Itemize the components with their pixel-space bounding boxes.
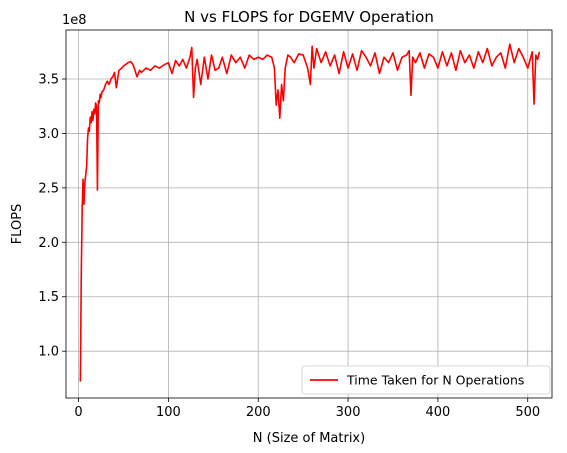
y-tick-label: 3.5	[38, 72, 59, 87]
y-tick-label: 2.0	[38, 236, 59, 251]
legend-box	[301, 365, 551, 395]
x-tick-label: 0	[74, 405, 82, 420]
y-offset-label: 1e8	[62, 13, 87, 28]
grid	[66, 30, 552, 398]
plot-frame	[65, 29, 553, 399]
x-tick-label: 500	[515, 405, 540, 420]
x-tick-label: 100	[156, 405, 181, 420]
y-tick-label: 3.0	[38, 127, 59, 142]
y-tick-label: 1.5	[38, 290, 59, 305]
y-tick-label: 1.0	[38, 345, 59, 360]
y-axis-label: FLOPS	[10, 204, 25, 245]
legend: Time Taken for N Operations	[301, 365, 551, 395]
y-tick-label: 2.5	[38, 181, 59, 196]
x-tick-label: 200	[246, 405, 271, 420]
series-line	[79, 43, 541, 382]
x-tick-label: 400	[425, 405, 450, 420]
x-tick-label: 300	[336, 405, 361, 420]
ticks: 0 100 200 300 400 500 1.0 1.5 2.0 2.5 3.0 3.5	[38, 72, 540, 420]
legend-label: Time Taken for N Operations	[346, 373, 524, 388]
x-axis-label: N (Size of Matrix)	[253, 431, 365, 446]
chart-title: N vs FLOPS for DGEMV Operation	[184, 8, 434, 26]
series-layer	[79, 43, 541, 382]
